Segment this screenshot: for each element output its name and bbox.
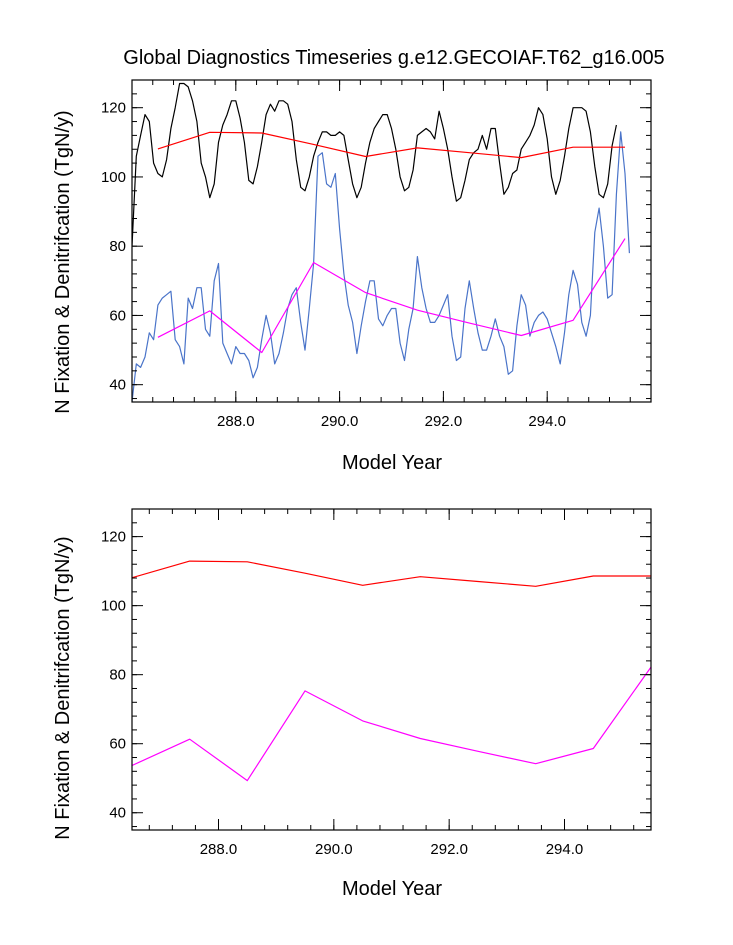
- x-tick-label: 294.0: [528, 413, 566, 430]
- bottom-chart-panel: 288.0 290.0 292.0 294.0 40 60 80 100 120 Model Y…: [52, 508, 652, 900]
- y-tick-label: 40: [109, 377, 126, 394]
- x-tick-label: 292.0: [425, 413, 463, 430]
- y-tick-label: 40: [109, 805, 126, 822]
- x-axis-label: Model Year: [342, 878, 442, 900]
- y-tick-label: 60: [109, 736, 126, 753]
- series-annual-denitrification: [157, 238, 626, 354]
- x-tick-label: 290.0: [315, 841, 353, 858]
- y-tick-label: 120: [101, 529, 126, 546]
- series-monthly-denitrification: [132, 131, 630, 402]
- y-tick-label: 60: [109, 307, 126, 324]
- y-tick-label: 80: [109, 667, 126, 684]
- series-annual-denitrification: [132, 666, 651, 782]
- y-tick-label: 100: [101, 598, 126, 615]
- series-annual-fixation: [157, 131, 625, 159]
- series-monthly-fixation: [132, 82, 617, 247]
- series-group: [132, 82, 630, 402]
- y-axis-label: N Fixation & Denitrifcation (TgN/y): [52, 110, 74, 413]
- series-group: [132, 560, 651, 782]
- x-tick-label: 290.0: [321, 413, 359, 430]
- y-tick-label: 100: [101, 169, 126, 186]
- x-axis-label: Model Year: [342, 452, 442, 474]
- top-plot-area: 288.0 290.0 292.0 294.0 40 60 80 100 120: [101, 79, 652, 430]
- y-tick-label: 120: [101, 100, 126, 117]
- x-tick-label: 288.0: [200, 841, 238, 858]
- y-axis-label: N Fixation & Denitrifcation (TgN/y): [52, 536, 74, 839]
- plot-frame: [131, 79, 652, 403]
- x-tick-label: 294.0: [546, 841, 584, 858]
- y-tick-label: 80: [109, 238, 126, 255]
- chart-title: Global Diagnostics Timeseries g.e12.GECO…: [123, 47, 664, 69]
- series-annual-fixation: [132, 560, 651, 587]
- plot-frame: [131, 508, 652, 831]
- x-tick-label: 292.0: [430, 841, 468, 858]
- bottom-plot-area: 288.0 290.0 292.0 294.0 40 60 80 100 120: [101, 508, 652, 858]
- top-chart-panel: Global Diagnostics Timeseries g.e12.GECO…: [52, 47, 665, 474]
- x-tick-label: 288.0: [217, 413, 255, 430]
